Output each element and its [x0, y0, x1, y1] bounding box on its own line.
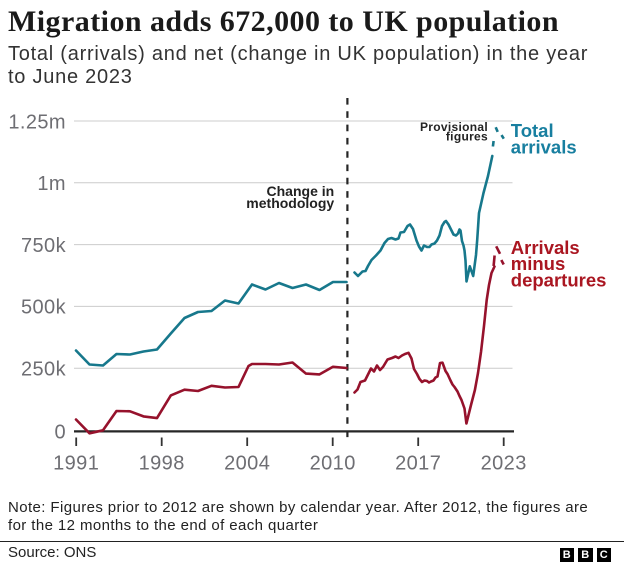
svg-text:2004: 2004: [224, 453, 270, 475]
svg-text:arrivals: arrivals: [511, 136, 577, 157]
svg-text:750k: 750k: [21, 235, 67, 257]
svg-text:1998: 1998: [139, 453, 185, 475]
svg-text:250k: 250k: [21, 359, 67, 381]
svg-text:1.25m: 1.25m: [8, 111, 66, 133]
svg-text:Total: Total: [511, 120, 554, 141]
svg-text:2023: 2023: [481, 453, 527, 475]
svg-text:methodology: methodology: [246, 195, 334, 211]
svg-text:Arrivals: Arrivals: [511, 237, 580, 258]
svg-text:departures: departures: [511, 270, 607, 291]
svg-text:500k: 500k: [21, 297, 67, 319]
svg-text:Provisional: Provisional: [420, 120, 488, 134]
svg-text:2010: 2010: [310, 453, 356, 475]
svg-text:1991: 1991: [53, 453, 99, 475]
svg-text:2017: 2017: [395, 453, 441, 475]
svg-text:1m: 1m: [37, 173, 66, 195]
svg-text:0: 0: [54, 422, 66, 444]
svg-text:minus: minus: [511, 253, 565, 274]
svg-text:figures: figures: [446, 130, 488, 144]
svg-text:Change in: Change in: [267, 183, 335, 199]
